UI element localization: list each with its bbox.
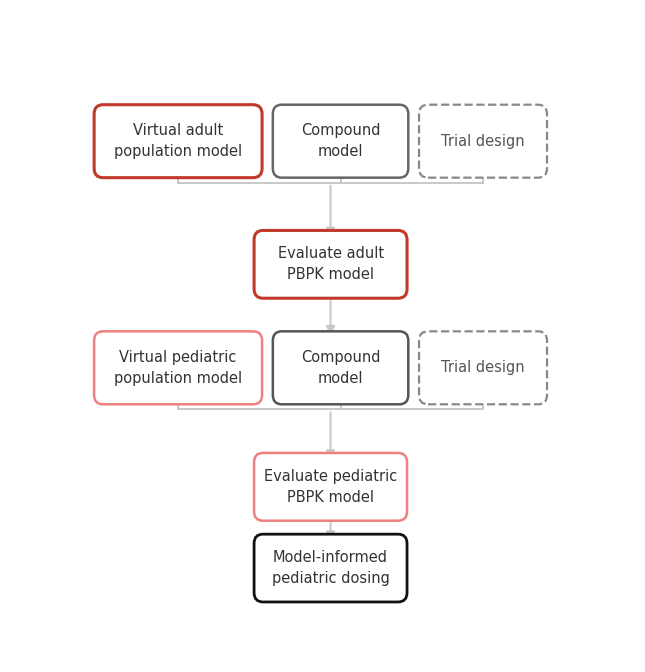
- Text: Trial design: Trial design: [441, 134, 525, 149]
- Text: Model-informed
pediatric dosing: Model-informed pediatric dosing: [272, 550, 390, 586]
- Text: Trial design: Trial design: [441, 360, 525, 376]
- FancyBboxPatch shape: [273, 105, 408, 177]
- FancyBboxPatch shape: [94, 105, 262, 177]
- FancyBboxPatch shape: [254, 453, 407, 521]
- FancyBboxPatch shape: [254, 230, 407, 298]
- FancyBboxPatch shape: [273, 331, 408, 405]
- FancyBboxPatch shape: [254, 534, 407, 602]
- Text: Virtual pediatric
population model: Virtual pediatric population model: [114, 350, 242, 386]
- Text: Virtual adult
population model: Virtual adult population model: [114, 123, 242, 159]
- FancyBboxPatch shape: [419, 331, 547, 405]
- FancyBboxPatch shape: [419, 105, 547, 177]
- FancyBboxPatch shape: [94, 331, 262, 405]
- Text: Evaluate adult
PBPK model: Evaluate adult PBPK model: [277, 247, 384, 282]
- Text: Evaluate pediatric
PBPK model: Evaluate pediatric PBPK model: [264, 469, 397, 505]
- Text: Compound
model: Compound model: [301, 350, 381, 386]
- Text: Compound
model: Compound model: [301, 123, 381, 159]
